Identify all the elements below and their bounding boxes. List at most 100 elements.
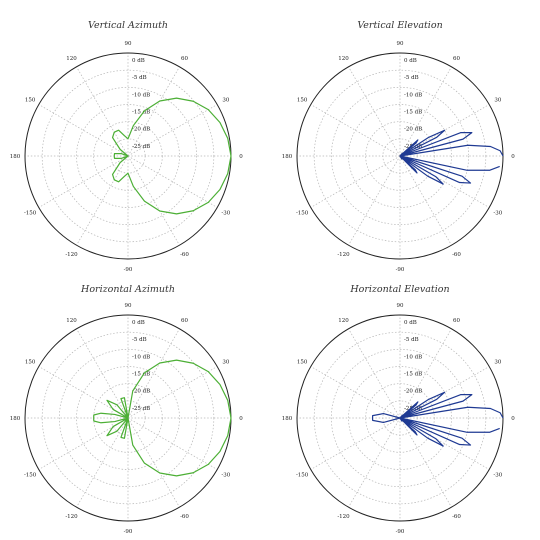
angle-tick-label: -90 (124, 267, 133, 273)
angle-tick-label: -30 (493, 211, 502, 217)
angle-tick-label: -60 (452, 252, 461, 258)
pattern-curve (371, 391, 504, 447)
radial-tick-label: -15 dB (404, 110, 422, 116)
chart-title: Vertical Elevation (357, 20, 442, 31)
chart-title: Vertical Azimuth (88, 20, 168, 31)
angular-grid-spoke (348, 66, 401, 157)
angle-tick-label: 120 (66, 56, 77, 62)
angular-grid-spoke (38, 104, 129, 157)
angular-grid-spoke (127, 155, 218, 208)
angle-tick-label: 150 (297, 98, 308, 104)
radial-tick-label: -5 dB (404, 75, 419, 81)
angular-grid-spoke (127, 417, 218, 470)
polar-chart-2: Vertical Elevation 90 60 30 0 -30 -60 -90 -120 -1… (282, 20, 516, 273)
angular-grid-spoke (348, 155, 401, 246)
angle-tick-label: 120 (338, 56, 349, 62)
angle-tick-label: -150 (296, 473, 309, 479)
radial-grid-circle (330, 86, 470, 226)
angular-grid-spoke (399, 155, 452, 246)
angle-tick-label: 180 (10, 154, 21, 160)
angular-grid-spoke (399, 328, 452, 419)
radial-grid-circle (76, 104, 180, 208)
angle-tick-label: -90 (124, 529, 133, 535)
radial-tick-label: -10 dB (404, 92, 422, 98)
angular-grid-spoke (399, 104, 490, 157)
radial-tick-label: -5 dB (132, 75, 147, 81)
angular-grid-spoke (127, 66, 180, 157)
angle-tick-label: 90 (397, 41, 404, 47)
angle-tick-label: -90 (396, 267, 405, 273)
angle-tick-label: 180 (282, 416, 293, 422)
angle-tick-label: -60 (452, 514, 461, 520)
angle-tick-label: 150 (25, 98, 36, 104)
radial-tick-label: 0 dB (132, 58, 145, 64)
angle-tick-label: 90 (397, 303, 404, 309)
angle-tick-label: -150 (24, 211, 37, 217)
pattern-curve (399, 129, 504, 185)
angular-grid-spoke (310, 366, 401, 419)
angular-grid-spoke (127, 155, 180, 246)
polar-chart-3: Horizontal Azimuth 90 60 30 0 -30 -60 -90 -120 -1… (10, 284, 244, 535)
angle-tick-label: 180 (10, 416, 21, 422)
angle-tick-label: 30 (494, 360, 501, 366)
angle-tick-label: -150 (296, 211, 309, 217)
angle-tick-label: -120 (337, 252, 350, 258)
angle-tick-label: -120 (337, 514, 350, 520)
angle-tick-label: 60 (181, 318, 188, 324)
angular-grid-spoke (348, 328, 401, 419)
radial-tick-label: 0 dB (132, 320, 145, 326)
chart-title: Horizontal Azimuth (80, 284, 175, 295)
angle-tick-label: 90 (125, 41, 132, 47)
angle-tick-label: 90 (125, 303, 132, 309)
angular-grid-spoke (38, 155, 129, 208)
radial-tick-label: -25 dB (132, 144, 150, 150)
pattern-curve (93, 359, 232, 477)
angle-tick-label: -60 (180, 514, 189, 520)
radial-tick-label: -20 dB (132, 127, 150, 133)
chart-title: Horizontal Elevation (349, 284, 449, 295)
pattern-curve (111, 97, 232, 215)
angle-tick-label: 150 (25, 360, 36, 366)
angle-tick-label: 30 (494, 98, 501, 104)
radial-grid-circle (330, 348, 470, 488)
radial-tick-label: -10 dB (404, 354, 422, 360)
radial-tick-label: -5 dB (404, 337, 419, 343)
radial-tick-label: -5 dB (132, 337, 147, 343)
polar-chart-4: Horizontal Elevation 90 60 30 0 -30 -60 -90 -120… (282, 284, 516, 535)
angle-tick-label: 150 (297, 360, 308, 366)
angular-grid-spoke (399, 417, 452, 508)
polar-chart-1: Vertical Azimuth 90 60 30 0 -30 -60 -90 -120 -150… (10, 20, 244, 273)
radial-grid-circle (58, 348, 198, 488)
angle-tick-label: 60 (181, 56, 188, 62)
angle-tick-label: 30 (222, 98, 229, 104)
angle-tick-label: -30 (493, 473, 502, 479)
angle-tick-label: 120 (66, 318, 77, 324)
radial-tick-label: -20 dB (404, 389, 422, 395)
angular-grid-spoke (76, 155, 129, 246)
angular-grid-spoke (399, 366, 490, 419)
angle-tick-label: -60 (180, 252, 189, 258)
angle-tick-label: 0 (511, 416, 515, 422)
radial-grid-circle (348, 366, 452, 470)
angle-tick-label: 120 (338, 318, 349, 324)
angular-grid-spoke (127, 328, 180, 419)
angular-grid-spoke (127, 417, 180, 508)
angular-grid-spoke (310, 155, 401, 208)
radial-tick-label: -25 dB (132, 406, 150, 412)
angular-grid-spoke (76, 66, 129, 157)
angle-tick-label: -120 (65, 514, 78, 520)
angular-grid-spoke (399, 66, 452, 157)
angle-tick-label: 0 (239, 416, 243, 422)
radial-tick-label: -15 dB (132, 110, 150, 116)
angle-tick-label: -90 (396, 529, 405, 535)
angle-tick-label: 0 (511, 154, 515, 160)
radial-tick-label: -20 dB (404, 127, 422, 133)
radial-tick-label: -10 dB (132, 354, 150, 360)
radial-grid-circle (58, 86, 198, 226)
angle-tick-label: -120 (65, 252, 78, 258)
angle-tick-label: 60 (453, 318, 460, 324)
angle-tick-label: 60 (453, 56, 460, 62)
radial-tick-label: -15 dB (132, 372, 150, 378)
radial-tick-label: 0 dB (404, 320, 417, 326)
